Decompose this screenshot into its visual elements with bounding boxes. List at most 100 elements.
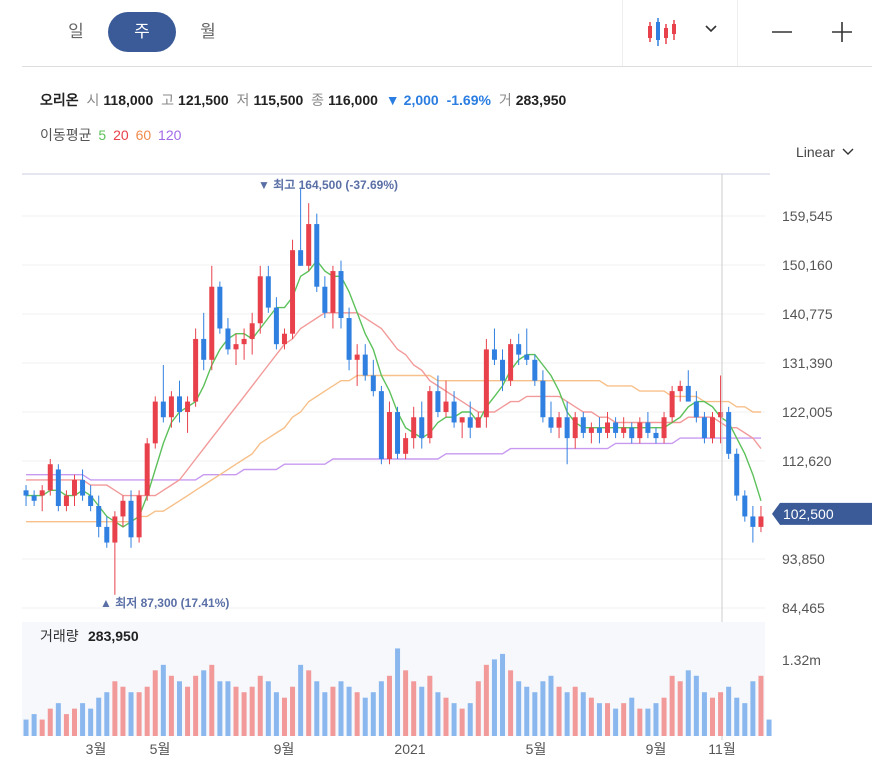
volume-bar: [144, 686, 150, 736]
volume-bar: [467, 703, 473, 736]
volume-bar: [346, 686, 352, 736]
volume-bar: [386, 675, 392, 736]
volume-bar: [693, 675, 699, 736]
volume-bar: [580, 692, 586, 736]
change-arrow: ▼: [385, 92, 400, 108]
candle-body: [750, 516, 756, 527]
candle-body: [120, 500, 126, 517]
volume-bar: [718, 692, 724, 736]
candle-body: [80, 479, 86, 496]
candle-body: [104, 526, 110, 543]
volume-bar: [443, 697, 449, 736]
candle-body: [588, 427, 594, 433]
candle-body: [653, 432, 659, 439]
ma5-label[interactable]: 5: [98, 127, 107, 143]
ma60-label[interactable]: 60: [135, 127, 152, 143]
volume-bar: [185, 686, 191, 736]
volume-bar: [588, 697, 594, 736]
candle-body: [31, 495, 37, 501]
candle-body: [548, 417, 554, 428]
volume-bar: [23, 719, 29, 736]
volume-bar: [669, 675, 675, 736]
volume-bar: [508, 670, 514, 736]
change-value: 2,000: [403, 92, 439, 108]
toolbar-divider: [622, 0, 623, 66]
high-label: 고: [161, 92, 175, 108]
volume-bar: [459, 708, 465, 736]
candle-body: [144, 443, 150, 496]
volume-bar: [362, 697, 368, 736]
candle-body: [96, 506, 102, 527]
volume-bar: [524, 686, 530, 736]
candle-body: [209, 286, 215, 360]
candle-body: [677, 385, 683, 392]
candle-body: [669, 391, 675, 418]
scale-dropdown[interactable]: Linear: [796, 144, 854, 160]
volume-bar: [225, 681, 231, 736]
ma120-line: [26, 437, 761, 481]
current-price-label: 102,500: [783, 506, 834, 522]
zoom-in-icon[interactable]: [830, 20, 854, 44]
candle-body: [411, 417, 417, 439]
candle-body: [241, 338, 247, 345]
volume-bar: [128, 692, 134, 736]
x-tick-label: 3월: [86, 741, 107, 757]
candle-body: [354, 354, 360, 360]
tab-day[interactable]: 일: [68, 22, 84, 41]
volume-bar: [427, 675, 433, 736]
volume-bar: [80, 703, 86, 736]
volume-bar: [290, 686, 296, 736]
candle-body: [314, 224, 320, 287]
candle-body: [193, 338, 199, 402]
volume-bar: [273, 692, 279, 736]
volume-bar: [160, 664, 166, 736]
ma20-label[interactable]: 20: [113, 127, 129, 143]
candle-body: [55, 469, 61, 507]
volume-bar: [621, 703, 627, 736]
volume-bar: [548, 675, 554, 736]
volume-bar: [411, 681, 417, 736]
volume-bar: [265, 681, 271, 736]
candle-body: [596, 427, 602, 433]
tab-week[interactable]: 주: [108, 12, 176, 52]
candle-body: [168, 396, 174, 418]
ma60-line: [26, 374, 761, 523]
candle-body: [23, 490, 29, 496]
volume-bar: [47, 708, 53, 736]
candle-body: [419, 417, 425, 439]
candlestick-chart-icon[interactable]: [646, 16, 682, 48]
volume-bar: [209, 664, 215, 736]
candle-body: [290, 250, 296, 334]
candle-body: [362, 354, 368, 376]
volume-bar: [613, 708, 619, 736]
volume-bar: [281, 697, 287, 736]
volume-bar: [637, 708, 643, 736]
volume-bar: [710, 697, 716, 736]
chevron-down-icon: [842, 148, 854, 155]
volume-bar: [734, 697, 740, 736]
tab-month[interactable]: 월: [200, 22, 216, 41]
x-tick-label: 5월: [150, 741, 171, 757]
volume-bar: [629, 697, 635, 736]
volume-bar: [176, 681, 182, 736]
volume-bar: [338, 681, 344, 736]
candle-body: [564, 417, 570, 439]
candle-body: [726, 412, 732, 454]
price-tick-label: 112,620: [782, 453, 832, 469]
candle-body: [386, 412, 392, 460]
volume-bar: [71, 708, 77, 736]
volume-bar: [168, 675, 174, 736]
candle-body: [701, 417, 707, 439]
toolbar-divider: [737, 0, 738, 66]
zoom-out-icon[interactable]: [770, 20, 794, 44]
volume-bar: [758, 675, 764, 736]
chevron-down-icon[interactable]: [702, 20, 720, 38]
volume-bar: [120, 686, 126, 736]
candle-body: [298, 250, 304, 266]
ma120-label[interactable]: 120: [158, 127, 182, 143]
ma5-line: [26, 259, 762, 528]
volume-tick-label: 1.32m: [782, 652, 821, 668]
candle-body: [233, 344, 239, 350]
volume-bar: [500, 653, 506, 736]
